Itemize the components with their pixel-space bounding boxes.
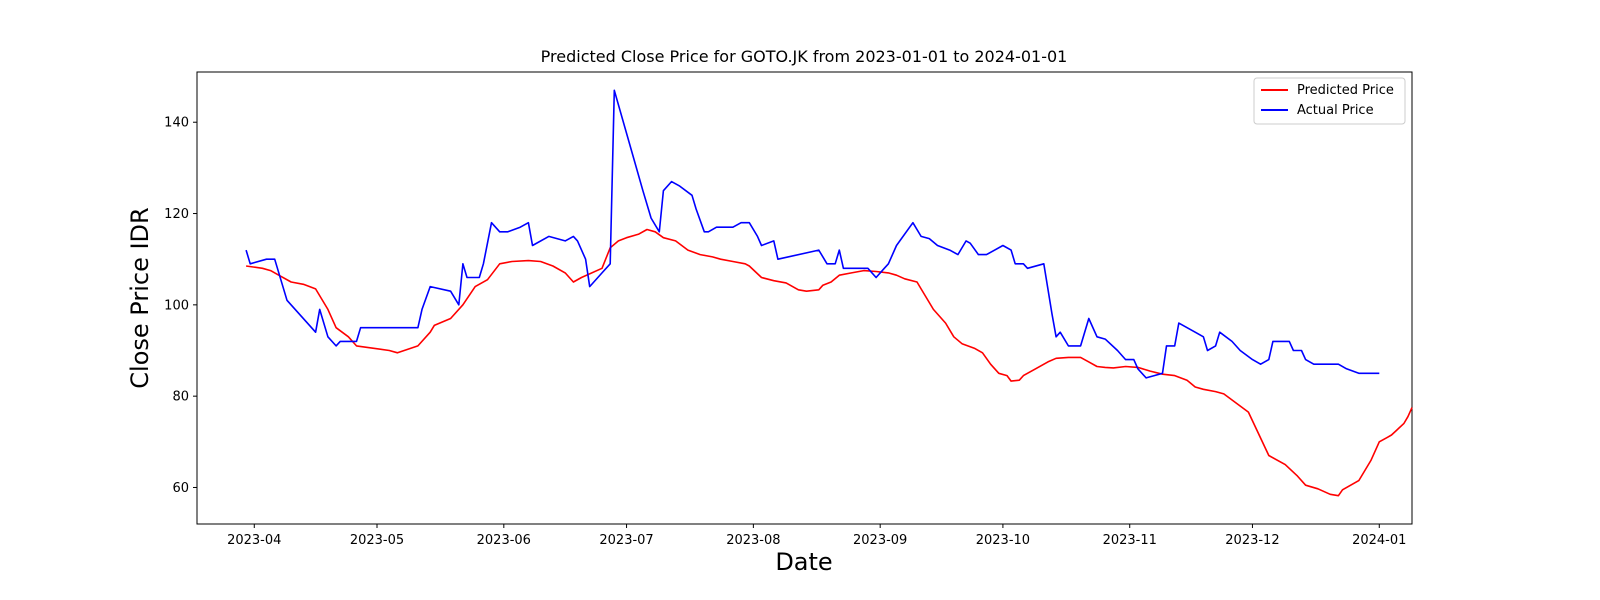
y-tick-label: 80 [172, 390, 189, 405]
x-tick-label: 2023-08 [726, 533, 780, 548]
x-tick-label: 2023-11 [1103, 533, 1157, 548]
y-tick-label: 120 [164, 207, 189, 222]
legend-label-actual: Actual Price [1297, 103, 1374, 118]
y-tick-label: 140 [164, 116, 189, 131]
plot-frame [196, 71, 1413, 525]
y-axis: 60 80 100 120 140 [164, 116, 197, 496]
x-tick-label: 2023-07 [599, 533, 653, 548]
x-tick-label: 2023-06 [477, 533, 531, 548]
x-tick-label: 2023-04 [227, 533, 281, 548]
x-tick-label: 2023-09 [853, 533, 907, 548]
x-tick-label: 2024-01 [1352, 533, 1406, 548]
legend: Predicted Price Actual Price [1253, 77, 1406, 125]
series-line-actual-price [245, 89, 1380, 379]
legend-box [1253, 77, 1406, 125]
x-axis: 2023-04 2023-05 2023-06 2023-07 2023-08 2023-… [227, 524, 1406, 548]
legend-label-predicted: Predicted Price [1297, 83, 1394, 98]
chart-title: Predicted Close Price for GOTO.JK from 2… [541, 47, 1068, 66]
x-tick-label: 2023-05 [350, 533, 404, 548]
x-tick-label: 2023-10 [976, 533, 1030, 548]
x-tick-label: 2023-12 [1225, 533, 1279, 548]
series-layer [245, 89, 1413, 497]
series-line-predicted-price [245, 228, 1413, 497]
y-tick-label: 60 [172, 481, 189, 496]
x-axis-label: Date [775, 548, 832, 576]
y-tick-label: 100 [164, 298, 189, 313]
y-axis-label: Close Price IDR [126, 207, 154, 388]
